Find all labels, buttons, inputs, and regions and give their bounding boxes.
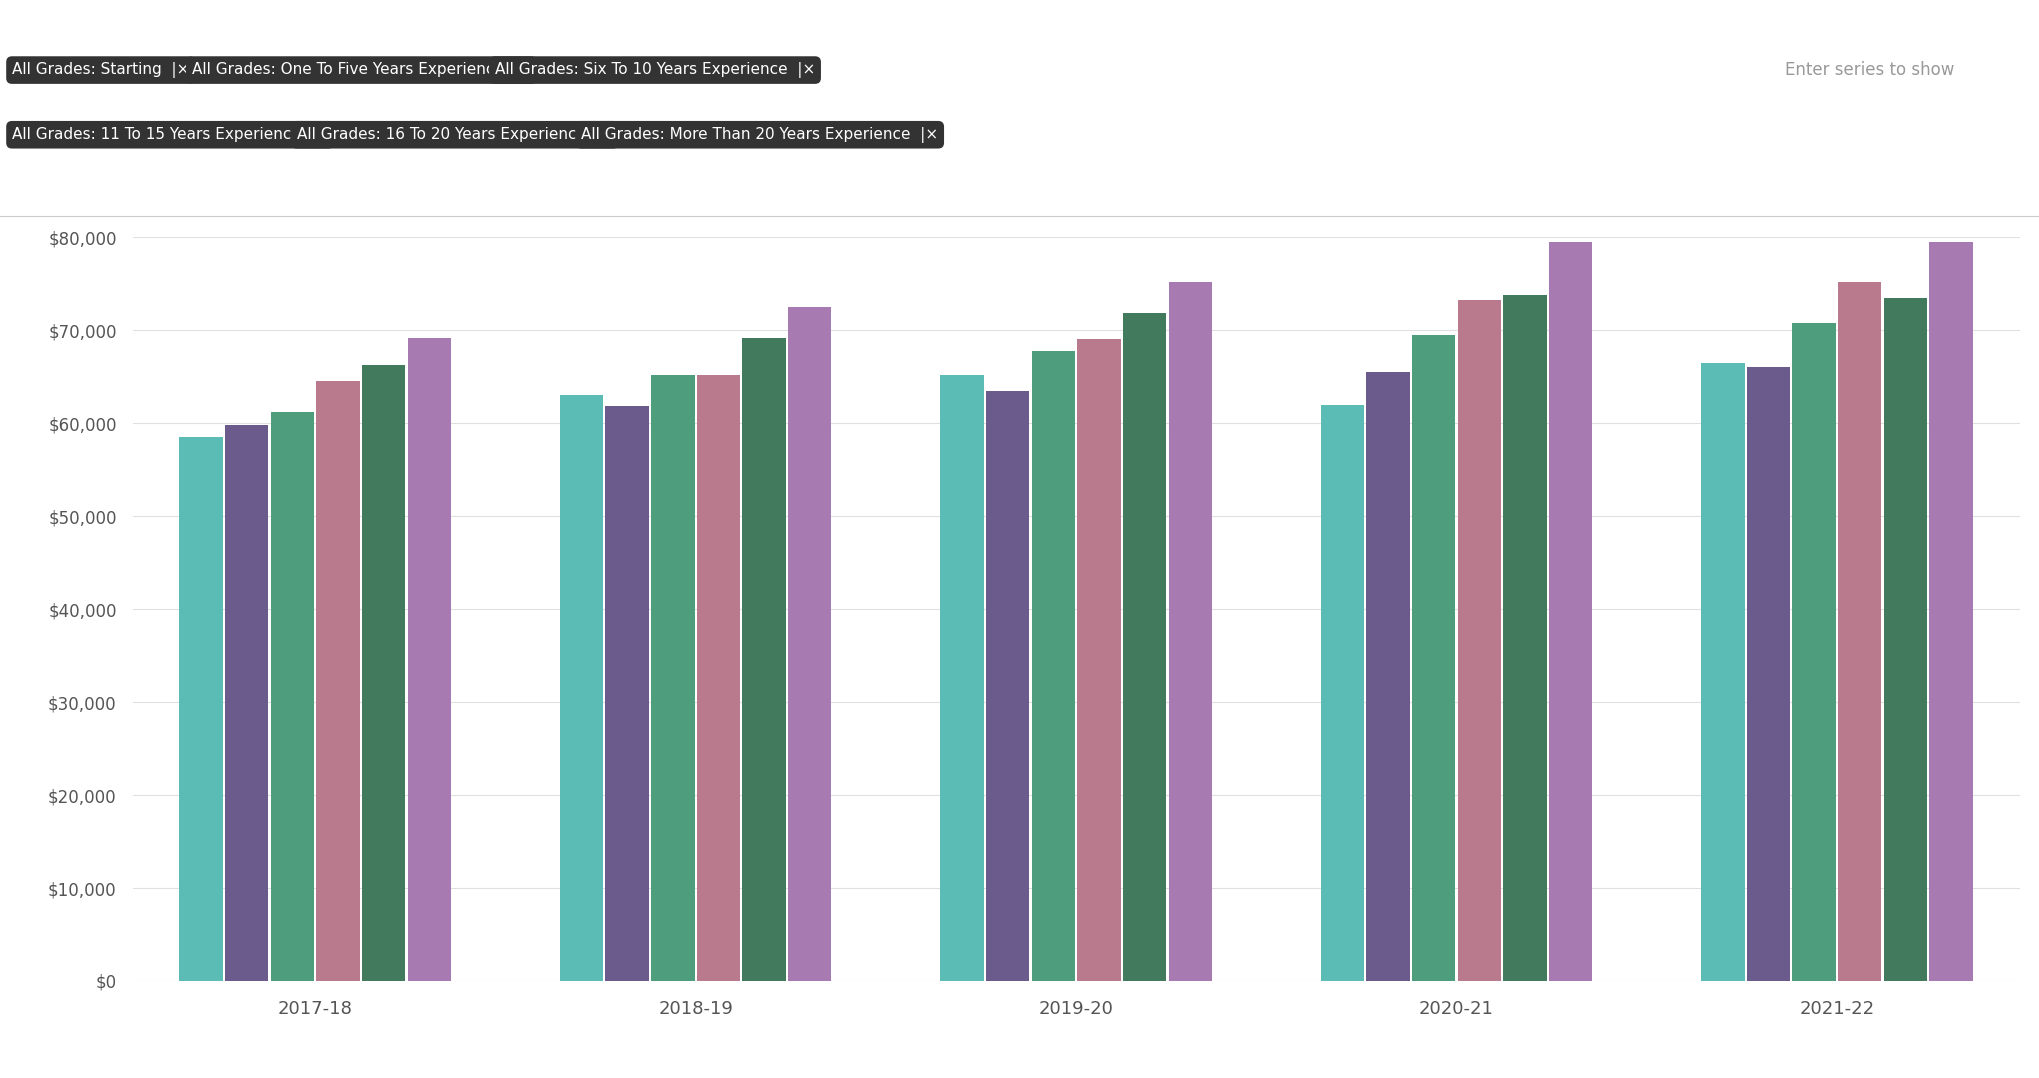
Bar [606,406,648,981]
Text: All Grades: Starting  |×: All Grades: Starting |× [12,63,190,78]
Bar [1503,294,1546,981]
Text: All Grades: 11 To 15 Years Experience  |×: All Grades: 11 To 15 Years Experience |× [12,127,328,142]
Bar [697,375,740,981]
Bar [1366,372,1409,981]
Bar [559,396,604,981]
Bar [224,425,269,981]
Bar [940,375,983,981]
Bar [408,337,451,981]
Bar [787,307,832,981]
Bar [1837,281,1880,981]
Bar [1548,241,1592,981]
Text: All Grades: More Than 20 Years Experience  |×: All Grades: More Than 20 Years Experienc… [581,127,938,142]
Bar [1121,314,1166,981]
Bar [1745,368,1790,981]
Bar [1168,281,1211,981]
Text: All Grades: One To Five Years Experience  |×: All Grades: One To Five Years Experience… [192,63,530,78]
Bar [361,365,406,981]
Bar [1458,301,1501,981]
Bar [742,337,785,981]
Bar [1319,404,1364,981]
Text: All Grades: Six To 10 Years Experience  |×: All Grades: Six To 10 Years Experience |… [495,63,816,78]
Bar [1032,350,1075,981]
Bar [1929,241,1972,981]
Bar [179,437,222,981]
Bar [1411,335,1454,981]
Bar [1701,362,1743,981]
Bar [985,390,1030,981]
Text: All Grades: 16 To 20 Years Experience  |×: All Grades: 16 To 20 Years Experience |× [296,127,614,142]
Bar [316,382,359,981]
Bar [271,412,314,981]
Bar [1882,298,1927,981]
Bar [1077,340,1119,981]
Text: Enter series to show: Enter series to show [1784,61,1953,79]
Bar [1792,322,1835,981]
Bar [650,375,693,981]
